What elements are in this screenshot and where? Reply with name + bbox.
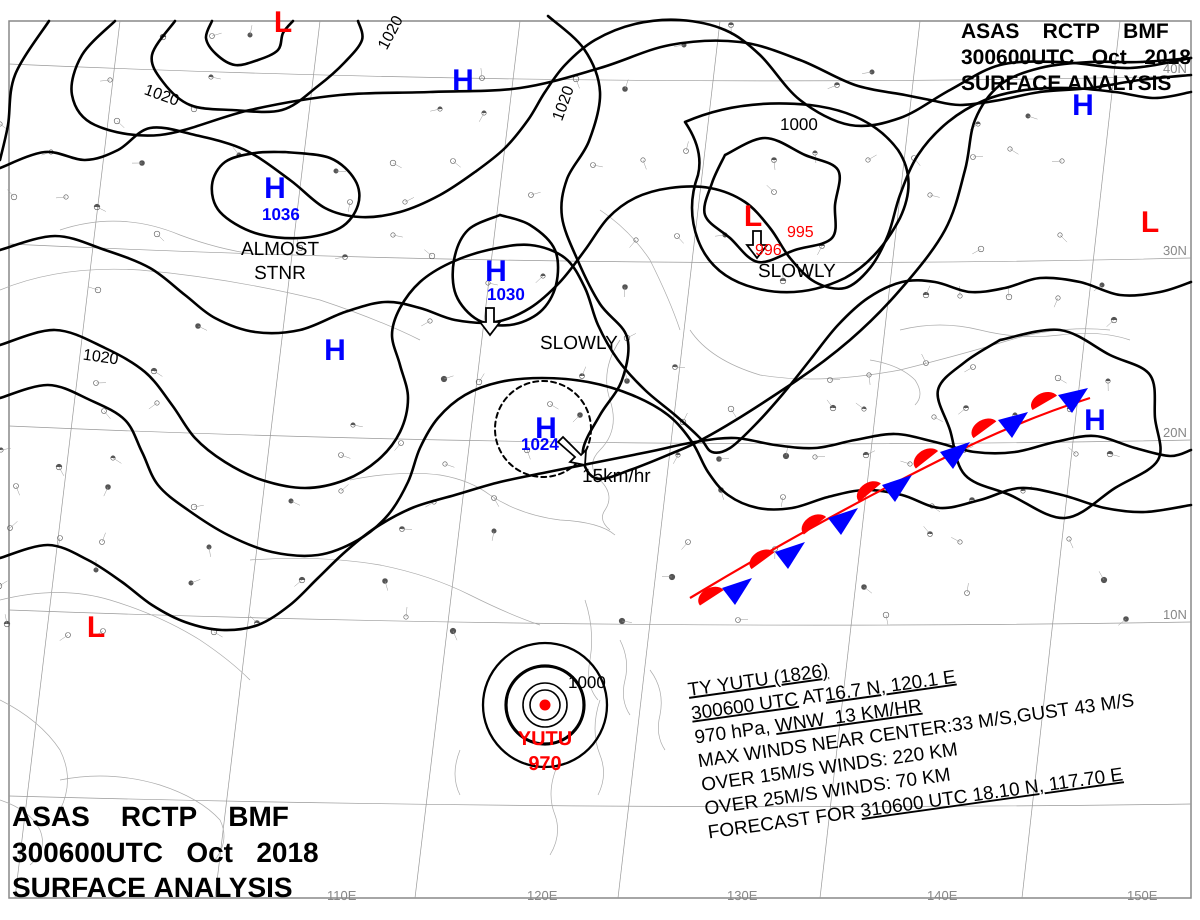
svg-text:ASAS RCTP BMF: ASAS RCTP BMF: [961, 20, 1169, 43]
svg-text:H: H: [452, 64, 474, 97]
svg-text:10N: 10N: [1163, 607, 1187, 622]
svg-text:STNR: STNR: [254, 263, 306, 284]
svg-text:1024: 1024: [521, 435, 559, 454]
svg-text:995: 995: [787, 224, 814, 241]
svg-text:SURFACE ANALYSIS: SURFACE ANALYSIS: [12, 872, 293, 903]
svg-text:SURFACE ANALYSIS: SURFACE ANALYSIS: [961, 72, 1171, 95]
svg-text:40N: 40N: [1163, 61, 1187, 76]
svg-text:H: H: [1084, 404, 1106, 437]
svg-text:1020: 1020: [82, 347, 120, 369]
svg-text:300600UTC Oct 2018: 300600UTC Oct 2018: [12, 837, 319, 868]
svg-text:ALMOST: ALMOST: [241, 239, 320, 260]
svg-text:1020: 1020: [375, 13, 407, 52]
svg-text:1030: 1030: [487, 285, 525, 304]
svg-text:300600UTC Oct 2018: 300600UTC Oct 2018: [961, 46, 1191, 69]
svg-text:120E: 120E: [527, 888, 558, 903]
svg-text:130E: 130E: [727, 888, 758, 903]
svg-text:SLOWLY: SLOWLY: [540, 333, 618, 354]
svg-text:1000: 1000: [568, 673, 606, 692]
svg-text:1020: 1020: [550, 84, 578, 123]
svg-text:996: 996: [755, 242, 782, 259]
svg-text:110E: 110E: [327, 888, 357, 903]
svg-text:L: L: [274, 6, 292, 39]
svg-text:H: H: [485, 255, 507, 288]
svg-text:ASAS RCTP BMF: ASAS RCTP BMF: [12, 801, 289, 832]
svg-text:30N: 30N: [1163, 243, 1187, 258]
svg-text:150E: 150E: [1127, 888, 1158, 903]
svg-text:15km/hr: 15km/hr: [582, 466, 651, 487]
svg-text:SLOWLY: SLOWLY: [758, 261, 836, 282]
svg-text:H: H: [264, 172, 286, 205]
svg-text:140E: 140E: [927, 888, 958, 903]
svg-text:L: L: [1141, 206, 1159, 239]
svg-text:970: 970: [528, 753, 561, 775]
svg-text:1020: 1020: [142, 82, 181, 110]
svg-text:1036: 1036: [262, 205, 300, 224]
svg-text:L: L: [87, 611, 105, 644]
svg-text:L: L: [744, 200, 762, 233]
svg-text:20N: 20N: [1163, 425, 1187, 440]
svg-text:1000: 1000: [780, 115, 818, 134]
svg-text:H: H: [324, 334, 346, 367]
svg-text:YUTU: YUTU: [518, 728, 572, 750]
